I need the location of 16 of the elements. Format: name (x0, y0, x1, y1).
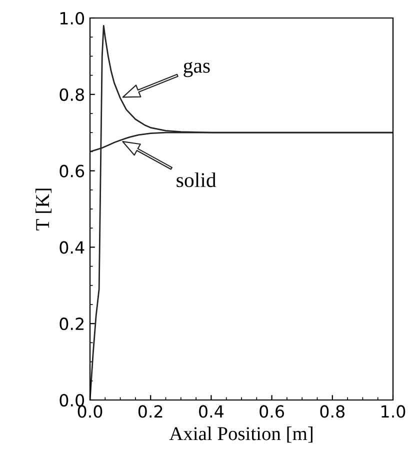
x-tick-label: 0.0 (78, 405, 102, 418)
y-tick-label: 0.6 (60, 164, 84, 178)
x-axis-title: Axial Position [m] (169, 426, 312, 443)
x-tick-label: 0.8 (320, 405, 345, 418)
y-tick-label: 0.2 (60, 318, 84, 330)
y-axis-title: T [K] (35, 188, 52, 230)
y-tick-label: 0.0 (60, 394, 84, 407)
y-tick-label: 1.0 (60, 12, 84, 25)
text: gas (184, 62, 210, 78)
x-tick-label: 0.4 (199, 405, 224, 418)
series-label: solid (176, 172, 216, 188)
y-tick-label: 0.8 (60, 88, 84, 101)
x-tick-label: 0.6 (260, 405, 284, 418)
x-tick-label: 1.0 (382, 405, 406, 418)
y-tick-label: 0.4 (60, 241, 84, 254)
x-tick-label: 0.2 (138, 405, 162, 418)
